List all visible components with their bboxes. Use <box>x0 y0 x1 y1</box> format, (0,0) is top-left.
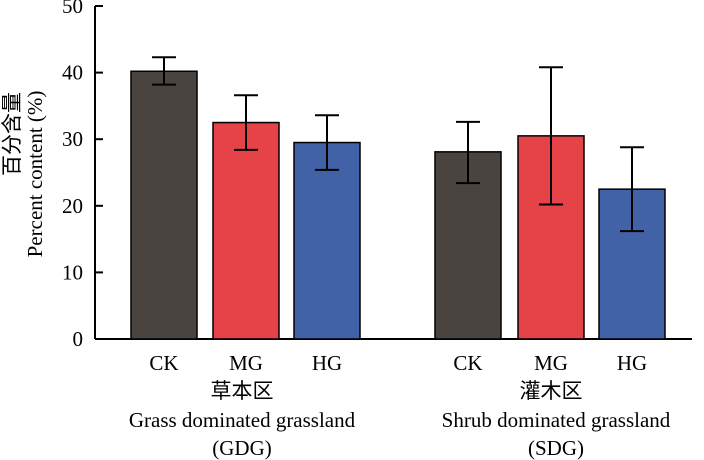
y-tick-label: 20 <box>62 194 83 218</box>
x-category-label: CK <box>149 351 178 375</box>
error-bar <box>152 56 176 86</box>
y-tick-label: 50 <box>62 0 83 18</box>
group-label-cn-sdg: 灌木区 <box>520 379 583 403</box>
y-axis-label-en: Percent content (%) <box>23 91 47 258</box>
x-category-label: HG <box>312 351 342 375</box>
bar-gdg-mg <box>212 121 280 340</box>
group-label-cn-gdg: 草本区 <box>211 379 274 403</box>
group-label-abbr-sdg: (SDG) <box>528 436 584 460</box>
x-category-label: MG <box>534 351 568 375</box>
y-tick-label: 10 <box>62 260 83 284</box>
error-bar <box>456 120 480 185</box>
error-bar <box>234 94 258 151</box>
error-bars <box>152 56 644 233</box>
y-ticks: 0 10 20 30 40 50 <box>62 0 103 351</box>
group-label-abbr-gdg: (GDG) <box>212 436 271 460</box>
group-label-en-sdg: Shrub dominated grassland <box>442 408 671 432</box>
x-labels: CK MG HG CK MG HG <box>149 351 647 375</box>
x-category-label: HG <box>617 351 647 375</box>
y-tick-label: 0 <box>73 327 84 351</box>
x-category-label: MG <box>229 351 263 375</box>
y-axis-label-cn: 百分含量 <box>0 92 24 176</box>
bar-gdg-ck <box>130 70 198 340</box>
error-bar <box>539 66 563 206</box>
bars <box>130 70 666 340</box>
y-tick-label: 40 <box>62 61 83 85</box>
group-label-en-gdg: Grass dominated grassland <box>129 408 356 432</box>
bar-gdg-hg <box>293 141 361 340</box>
y-tick-label: 30 <box>62 127 83 151</box>
error-bar <box>315 114 339 171</box>
x-category-label: CK <box>453 351 482 375</box>
error-bar <box>620 146 644 233</box>
